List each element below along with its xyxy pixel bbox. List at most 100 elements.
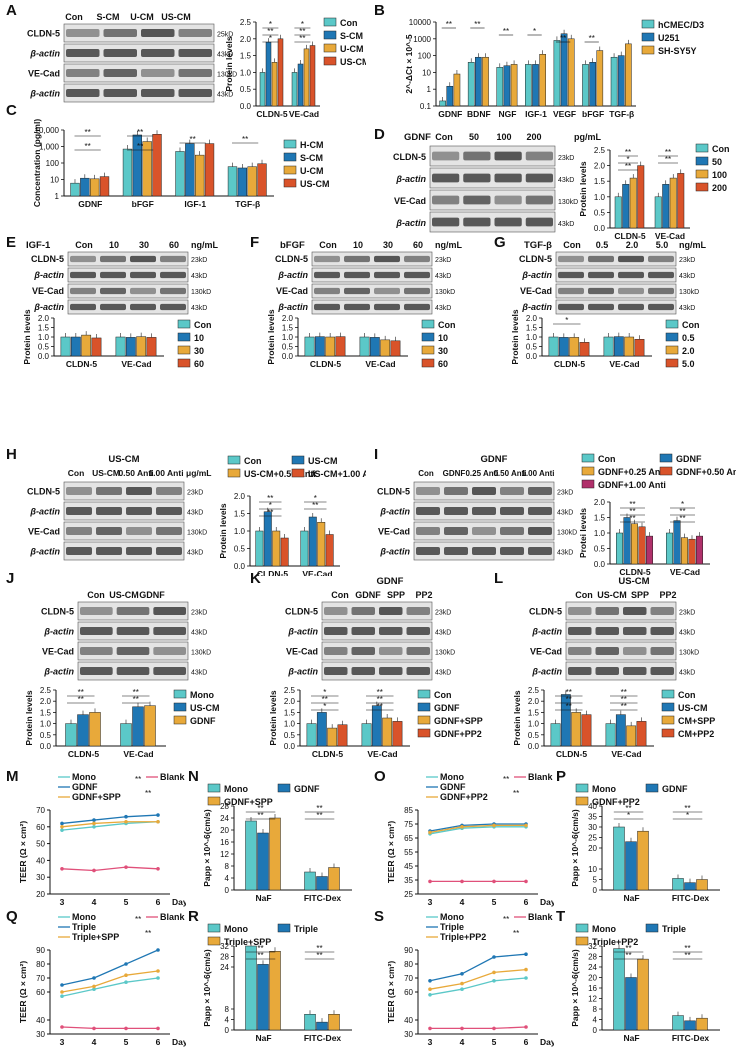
y-axis-title: TEER (Ω × cm²) <box>18 961 28 1023</box>
blot-band <box>595 667 619 675</box>
data-point <box>60 983 64 987</box>
blot-band <box>66 69 100 77</box>
y-tick-label: 2.0 <box>234 492 246 501</box>
blot-band <box>472 527 496 535</box>
bar <box>328 867 340 891</box>
blot-band <box>525 173 553 183</box>
lane-label: 60 <box>413 240 423 250</box>
blot-row-label: β-actin <box>531 627 562 637</box>
blot-row-label: β-actin <box>29 89 60 99</box>
blot-band <box>568 607 592 615</box>
blot-membrane <box>311 299 433 315</box>
blot-band <box>351 607 375 615</box>
lane-label: Con <box>319 240 337 250</box>
bar <box>245 945 257 1031</box>
bar <box>613 948 625 1031</box>
unit-label: ng/mL <box>435 240 462 250</box>
sig-marker: ** <box>299 27 305 36</box>
treatment-label: GDNF <box>404 132 431 143</box>
sig-marker: * <box>301 20 304 29</box>
lane-label: 1.00 Anti <box>521 469 554 478</box>
sig-marker: ** <box>665 155 671 164</box>
blot-band <box>70 303 96 311</box>
blot-membrane <box>63 63 215 83</box>
series-line <box>61 977 159 997</box>
y-tick-label: 1.0 <box>594 193 606 202</box>
kd-label: 43kD <box>679 630 695 637</box>
blot-row-label: β-actin <box>287 627 318 637</box>
y-tick-label: 65 <box>404 834 413 843</box>
series-line <box>61 949 159 986</box>
kd-label: 130kD <box>679 650 699 657</box>
blot-band <box>472 507 496 515</box>
data-point <box>60 994 64 998</box>
legend-swatch <box>291 468 305 478</box>
legend-label: Con <box>194 320 212 330</box>
panel-label: P <box>556 768 567 785</box>
blot-row-label: β-actin <box>287 667 318 677</box>
blot-band <box>126 547 152 555</box>
blot-row-label: VE-Cad <box>32 286 64 296</box>
y-tick-label: 60 <box>36 823 45 832</box>
blot-band <box>568 647 592 655</box>
blot-band <box>650 607 674 615</box>
y-axis-title: TEER (Ω × cm²) <box>386 821 396 883</box>
kd-label: 130kD <box>191 289 211 296</box>
legend-label: Mono <box>592 924 616 934</box>
x-tick-label: 4 <box>92 1037 97 1047</box>
bar <box>245 820 257 891</box>
x-tick-label: 6 <box>524 897 529 907</box>
blot-band <box>500 507 524 515</box>
blot-band <box>618 255 644 263</box>
y-tick-label: 2.5 <box>528 686 540 695</box>
y-tick-label: 0.0 <box>240 102 252 111</box>
kd-label: 43kD <box>435 630 451 637</box>
sig-marker: ** <box>665 148 671 157</box>
blot-band <box>178 69 212 77</box>
panel-label: N <box>188 768 199 785</box>
data-point <box>428 1026 432 1031</box>
blot-band <box>494 151 522 161</box>
legend-label: GDNF+PP2 <box>440 792 488 802</box>
x-category-label: bFGF <box>132 199 154 209</box>
y-tick-label: 0.0 <box>282 352 294 361</box>
blot-membrane <box>63 23 215 43</box>
legend-label: Mono <box>592 784 616 794</box>
data-point <box>524 823 528 828</box>
x-category-label: CLDN-5 <box>310 359 341 369</box>
data-point <box>492 955 496 959</box>
bar <box>539 54 546 107</box>
blot-row-label: β-actin <box>277 270 308 280</box>
sig-marker: ** <box>257 951 263 960</box>
blot-band <box>406 647 430 655</box>
blot-row-label: CLDN-5 <box>529 607 562 617</box>
kd-label: 43kD <box>191 670 207 677</box>
blot-band <box>314 287 340 295</box>
y-tick-label: 0.5 <box>528 731 540 740</box>
panel-label: F <box>250 234 260 251</box>
sig-marker: * <box>314 494 317 503</box>
data-point <box>92 984 96 989</box>
lane-label: US-CM <box>92 468 120 478</box>
bar <box>510 64 518 107</box>
blot-row-label: VE-Cad <box>28 527 60 537</box>
data-point <box>524 976 528 980</box>
legend-swatch <box>323 30 337 40</box>
y-tick-label: 1.0 <box>282 333 294 342</box>
y-tick-label: 2.0 <box>526 314 538 323</box>
blot-band <box>432 195 460 205</box>
blot-band <box>130 255 156 263</box>
blot-band <box>472 487 496 495</box>
blot-band <box>96 487 122 495</box>
blot-band <box>406 607 430 615</box>
series-line <box>61 866 159 872</box>
panel-n: N 0 4 8 12 16 20 24 28 NaF FITC-Dex Papp × 10^-6(cm… <box>188 768 368 908</box>
blot-membrane <box>555 251 677 267</box>
legend-label: Mono <box>440 772 464 782</box>
lane-label: 100 <box>496 132 511 142</box>
y-tick-label: 20 <box>588 844 597 853</box>
y-tick-label: 1.5 <box>40 708 52 717</box>
legend-swatch <box>323 43 337 53</box>
y-tick-label: 28 <box>588 953 597 962</box>
kd-label: 43kD <box>435 305 451 312</box>
